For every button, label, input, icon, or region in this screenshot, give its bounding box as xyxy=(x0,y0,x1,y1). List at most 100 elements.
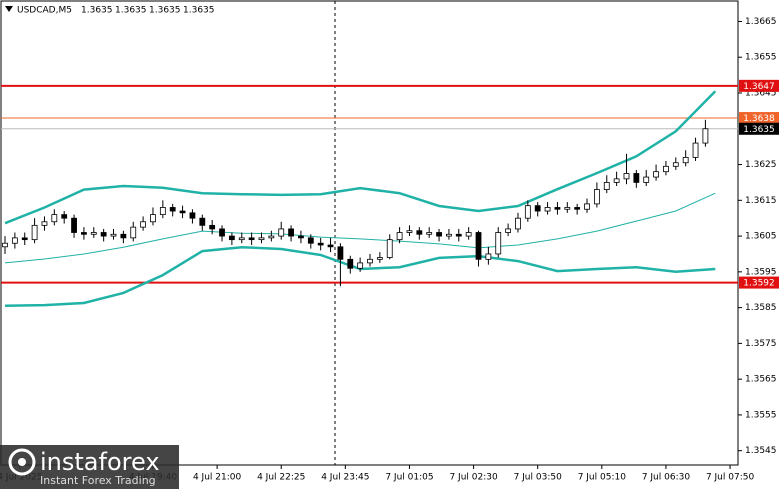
candle-body xyxy=(682,156,689,164)
candle-body xyxy=(61,214,68,219)
candle-body xyxy=(31,224,38,241)
candle-body xyxy=(169,207,176,212)
candle-body xyxy=(534,205,541,212)
candle-body xyxy=(524,205,531,219)
current-price-label: 1.3635 xyxy=(743,125,775,135)
levels xyxy=(1,84,738,284)
candles xyxy=(2,119,709,287)
candle-body xyxy=(347,258,354,269)
watermark-logo-dot xyxy=(18,458,26,466)
candle-body xyxy=(495,232,502,255)
candle-body xyxy=(416,230,423,235)
candle-body xyxy=(327,244,334,248)
level-label-bg xyxy=(739,276,779,289)
band-line xyxy=(4,90,717,225)
plot-frame xyxy=(0,0,739,466)
candle-body xyxy=(446,233,452,237)
candle-body xyxy=(150,214,156,223)
y-tick-label: 1.3595 xyxy=(745,267,777,277)
y-tick-label: 1.3625 xyxy=(745,160,777,170)
candle-body xyxy=(643,176,650,183)
candle-body xyxy=(209,224,216,230)
candle-body xyxy=(663,165,669,173)
candle-body xyxy=(179,210,186,214)
candle-body xyxy=(475,232,482,260)
current-price-bg xyxy=(739,122,779,135)
x-tick-label: 7 Jul 02:30 xyxy=(449,473,498,483)
x-tick-label: 7 Jul 05:10 xyxy=(578,473,627,483)
candle-body xyxy=(90,232,97,235)
candle-body xyxy=(130,226,137,239)
candle-body xyxy=(268,235,275,239)
level-label: 1.3592 xyxy=(743,279,775,289)
candle-body xyxy=(603,182,610,190)
x-tick-label: 7 Jul 06:30 xyxy=(642,473,691,483)
candle-body xyxy=(288,228,294,237)
watermark-logo xyxy=(8,448,36,476)
candle-body xyxy=(199,217,206,226)
candle-body xyxy=(515,217,521,230)
candle-body xyxy=(544,207,551,212)
y-tick-label: 1.3565 xyxy=(745,375,777,385)
candle-body xyxy=(278,228,285,237)
candle-body xyxy=(219,228,225,237)
candle-body xyxy=(702,128,709,144)
candle-body xyxy=(81,232,87,235)
level-label-bg xyxy=(739,79,779,92)
candle-body xyxy=(159,207,166,216)
x-tick-label: 4 Jul 23:45 xyxy=(321,473,369,483)
ohlc-value: 1.3635 xyxy=(81,6,113,16)
price-labels: 1.3647 1.3638 1.3592 1.3635 xyxy=(739,79,779,289)
candle-body xyxy=(110,233,117,237)
candle-body xyxy=(485,253,492,260)
y-tick-label: 1.3545 xyxy=(745,446,777,456)
y-tick-label: 1.3615 xyxy=(745,196,777,206)
candle-body xyxy=(2,242,8,248)
x-tick-label: 7 Jul 01:05 xyxy=(385,473,433,483)
candle-body xyxy=(317,242,324,246)
candle-body xyxy=(613,178,620,183)
candle-body xyxy=(307,237,314,244)
candle-body xyxy=(564,207,571,210)
candle-body xyxy=(376,257,383,260)
ohlc-value: 1.3635 xyxy=(183,6,215,16)
x-tick-label: 4 Jul 22:25 xyxy=(257,473,305,483)
candle-body xyxy=(11,237,18,244)
candle-body xyxy=(21,237,28,241)
candle-body xyxy=(505,228,512,233)
watermark-brand: instaforex xyxy=(40,448,160,476)
candle-body xyxy=(593,189,600,205)
candle-body xyxy=(672,162,679,167)
y-tick-label: 1.3575 xyxy=(745,339,777,349)
candle-body xyxy=(574,207,581,210)
candle-body xyxy=(465,232,472,237)
candle-body xyxy=(189,212,196,219)
watermark: instaforex Instant Forex Trading xyxy=(0,445,179,489)
y-tick-label: 1.3645 xyxy=(745,89,777,99)
level-label: 1.3638 xyxy=(743,114,775,124)
ohlc-header: 1.3635 1.3635 1.3635 1.3635 xyxy=(81,6,215,16)
y-tick-label: 1.3665 xyxy=(745,17,777,27)
x-tick-label: 7 Jul 03:50 xyxy=(514,473,563,483)
candle-body xyxy=(41,221,48,226)
y-tick-label: 1.3655 xyxy=(745,53,777,63)
candle-body xyxy=(455,233,462,237)
x-tick-label: 4 Jul 21:00 xyxy=(193,473,242,483)
ohlc-value: 1.3635 xyxy=(149,6,181,16)
candle-body xyxy=(298,235,304,239)
candle-body xyxy=(367,258,373,264)
candle-body xyxy=(653,171,659,178)
candle-body xyxy=(396,232,403,241)
y-tick-label: 1.3585 xyxy=(745,303,777,313)
candle-body xyxy=(623,173,630,180)
y-tick-label: 1.3555 xyxy=(745,410,777,420)
band-line xyxy=(4,192,716,264)
candle-body xyxy=(436,232,442,237)
level-label: 1.3647 xyxy=(743,82,775,92)
candle-body xyxy=(337,246,344,260)
candle-body xyxy=(228,235,235,241)
ohlc-value: 1.3635 xyxy=(115,6,147,16)
candle-body xyxy=(140,221,147,228)
